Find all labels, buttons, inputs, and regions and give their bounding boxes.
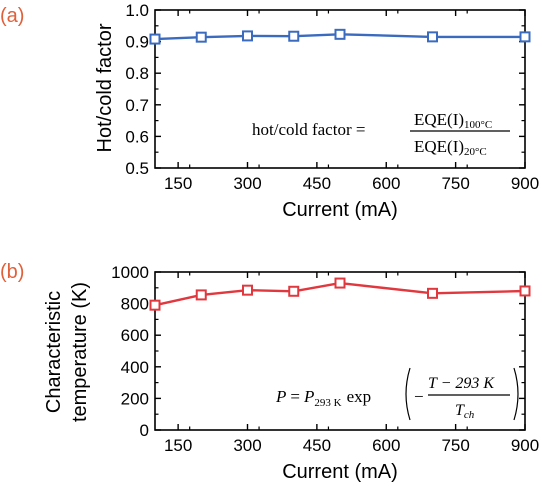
y-tick-label-a-2: 0.7 [125,96,149,115]
panel-a-x-axis-title: Current (mA) [282,199,398,221]
x-tick-label-a-2: 450 [303,174,331,193]
formula-b-p: P [275,387,286,406]
data-point-b-2 [242,284,253,296]
panel-a-y-axis-title: Hot/cold factor [94,23,116,152]
panel-b-ticks: 150 300 450 600 750 900 0 200 400 600 800 1000 [111,263,539,455]
panel-a-data [149,28,531,45]
data-point-a-6 [519,31,531,43]
x-tick-label-b-0: 150 [164,436,192,455]
y-tick-label-a-5: 1.0 [125,1,149,20]
panel-b: (b) Characteristic temperature (K) Curre… [0,261,539,483]
formula-b-exp: exp [347,387,372,406]
x-tick-label-a-0: 150 [164,174,192,193]
panel-a-formula: hot/cold factor = EQE(I)100°C EQE(I)20°C [252,110,510,158]
formula-b-numerator: T − 293 K [428,375,495,392]
data-point-b-1 [195,289,207,301]
x-tick-label-a-3: 600 [372,174,400,193]
formula-b-minus: − [414,387,424,406]
panel-a-label: (a) [0,5,24,27]
formula-a-denominator-sub: 20°C [464,146,487,158]
formula-b-denominator-text: T [455,402,465,419]
y-tick-label-b-3: 600 [121,326,149,345]
panel-b-label: (b) [0,261,24,283]
panel-b-y-axis-title-line2: temperature (K) [69,282,91,422]
y-tick-label-b-1: 200 [121,389,149,408]
y-tick-label-b-4: 800 [121,295,149,314]
x-tick-label-a-1: 300 [233,174,261,193]
y-tick-label-a-4: 0.9 [125,33,149,52]
formula-a-numerator-sub: 100°C [464,119,492,131]
panel-b-y-axis-title-line1: Characteristic [43,291,65,413]
y-tick-label-b-2: 400 [121,358,149,377]
data-point-a-2 [242,30,253,42]
panel-b-x-axis-title: Current (mA) [282,461,398,483]
y-tick-label-b-5: 1000 [111,263,149,282]
y-tick-label-a-1: 0.6 [125,127,149,146]
data-point-b-5 [427,287,438,299]
panel-a-ticks: 150 300 450 600 750 900 0.5 0.6 0.7 0.8 0.9 1.0 [125,1,539,193]
formula-b-eq: = [290,387,300,406]
formula-b-right-paren [513,367,519,421]
y-tick-label-a-0: 0.5 [125,159,149,178]
x-tick-label-b-1: 300 [233,436,261,455]
formula-b-p293: P [303,387,314,406]
data-point-b-4 [334,277,346,289]
formula-b-left-paren [405,367,411,421]
x-tick-label-b-2: 450 [303,436,331,455]
formula-b-denominator: Tch [455,402,475,421]
x-tick-label-b-4: 750 [441,436,469,455]
y-tick-label-b-0: 0 [140,421,149,440]
data-point-a-3 [288,30,300,42]
formula-b-denominator-sub: ch [464,409,475,421]
x-tick-label-a-4: 750 [441,174,469,193]
formula-a-numerator-text: EQE(I) [414,110,464,129]
data-point-b-3 [288,285,300,297]
data-point-b-0 [149,299,161,311]
y-tick-label-a-3: 0.8 [125,64,149,83]
data-point-a-4 [334,28,346,40]
formula-a-denominator: EQE(I)20°C [414,137,487,158]
data-point-a-1 [195,31,207,43]
data-point-a-5 [427,31,438,43]
formula-a-denominator-text: EQE(I) [414,137,464,156]
panel-b-data [149,277,531,311]
formula-a-numerator: EQE(I)100°C [414,110,492,131]
formula-a-lhs: hot/cold factor = [252,120,365,139]
x-tick-label-b-5: 900 [511,436,539,455]
data-point-a-0 [149,33,161,45]
x-tick-label-a-5: 900 [511,174,539,193]
formula-b-p293-sub: 293 K [314,397,341,409]
data-point-b-6 [519,285,531,297]
panel-a: (a) Hot/cold factor Current (mA) 150 300 4… [0,1,539,221]
x-tick-label-b-3: 600 [372,436,400,455]
